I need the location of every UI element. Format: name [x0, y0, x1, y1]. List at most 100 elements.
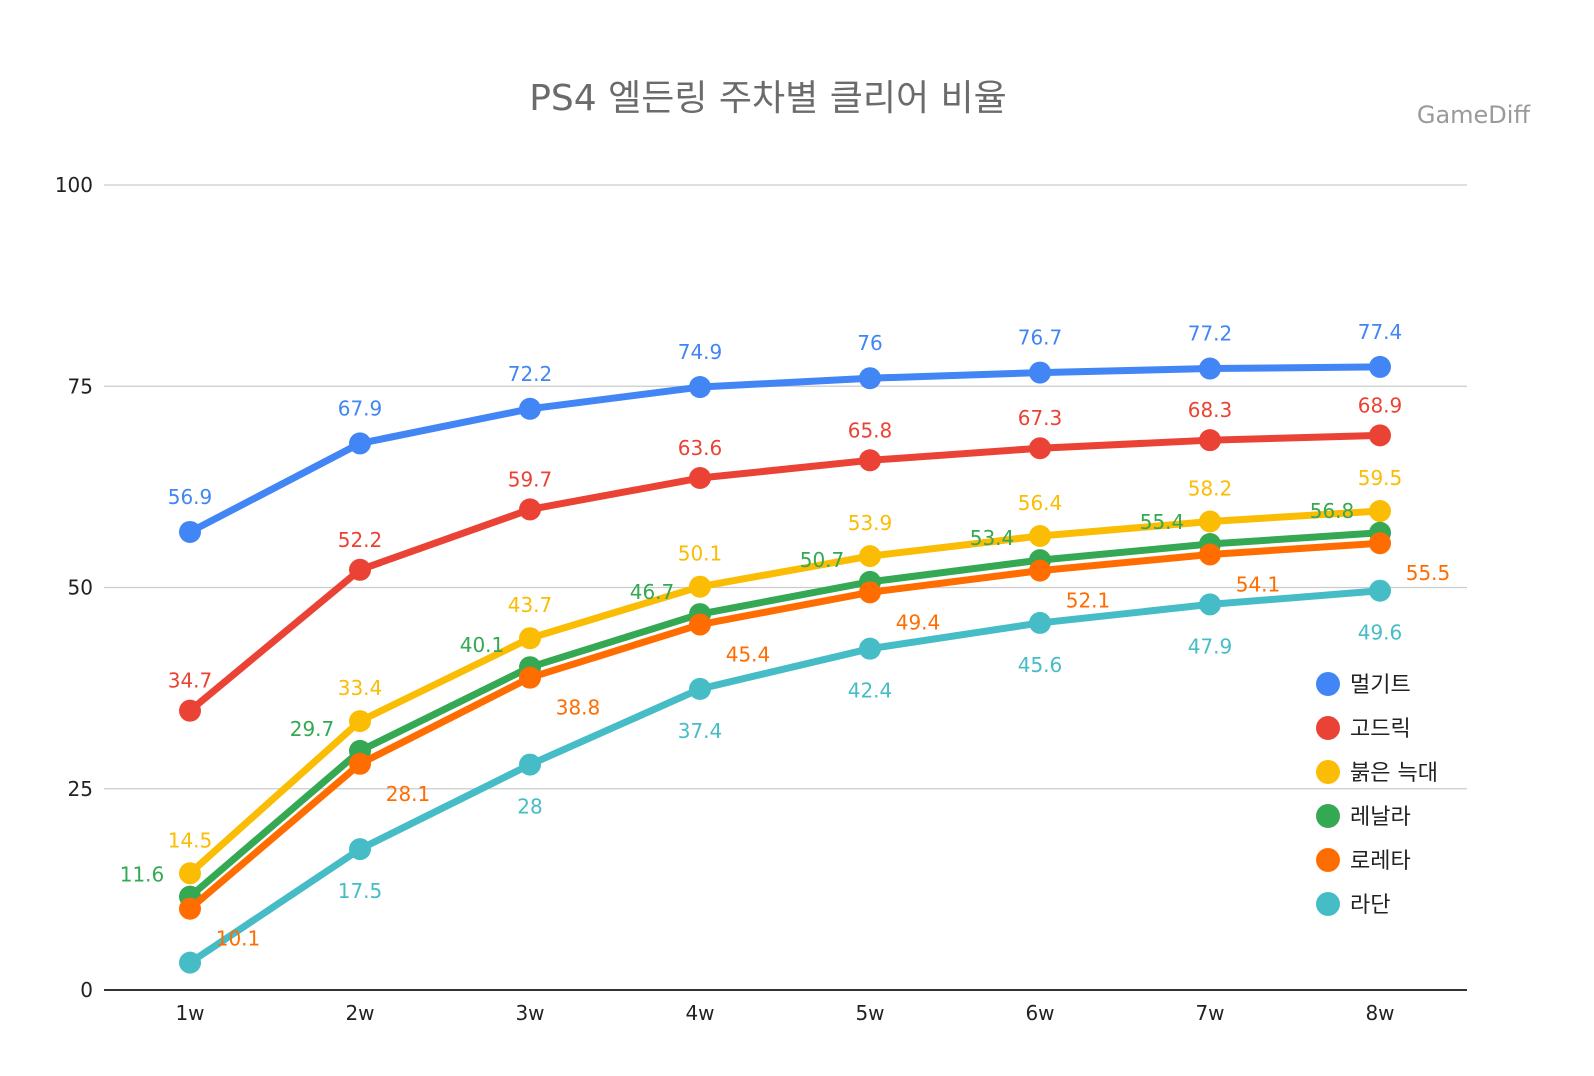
series-line: [186, 431, 1384, 715]
data-point: [689, 613, 711, 636]
data-point: [689, 677, 711, 700]
data-point: [179, 951, 201, 974]
data-label: 63.6: [678, 436, 723, 460]
data-label: 37.4: [678, 719, 723, 743]
data-point: [179, 897, 201, 920]
data-label: 58.2: [1188, 476, 1233, 500]
data-point: [859, 367, 881, 390]
legend-item: 붉은 늑대: [1316, 760, 1438, 786]
data-label: 50.1: [678, 542, 723, 566]
data-label: 11.6: [120, 863, 165, 887]
data-label: 77.4: [1358, 320, 1403, 344]
data-point: [1199, 429, 1221, 452]
x-tick-label: 3w: [515, 1001, 544, 1025]
watermark-text: GameDiff: [1417, 101, 1531, 129]
series-line: [186, 529, 1384, 901]
data-point: [1199, 357, 1221, 380]
data-point: [179, 520, 201, 543]
data-label: 65.8: [848, 418, 893, 442]
data-point: [1369, 424, 1391, 447]
data-point: [1369, 355, 1391, 378]
data-point: [1029, 361, 1051, 384]
series-2: [179, 424, 1391, 722]
chart-title: PS4 엘든링 주차별 클리어 비율: [529, 78, 1007, 119]
x-tick-label: 4w: [685, 1001, 714, 1025]
x-tick-label: 2w: [345, 1001, 374, 1025]
x-tick-label: 8w: [1365, 1001, 1394, 1025]
legend-label: 붉은 늑대: [1350, 761, 1438, 786]
data-label: 53.4: [970, 526, 1015, 550]
legend-swatch: [1316, 760, 1340, 784]
data-label: 56.4: [1018, 491, 1063, 515]
data-point: [1029, 437, 1051, 460]
data-point: [859, 637, 881, 660]
data-point: [859, 449, 881, 472]
data-label: 14.5: [168, 828, 213, 852]
x-tick-label: 1w: [175, 1001, 204, 1025]
data-point: [689, 575, 711, 598]
data-point: [859, 581, 881, 604]
data-label: 53.9: [848, 511, 893, 535]
data-label: 47.9: [1188, 634, 1233, 658]
data-label: 68.3: [1188, 398, 1233, 422]
x-tick-label: 5w: [855, 1001, 884, 1025]
data-label: 67.9: [338, 396, 383, 420]
data-point: [349, 558, 371, 581]
data-label: 49.4: [896, 610, 941, 634]
legend-item: 고드릭: [1316, 716, 1411, 742]
data-point: [1029, 611, 1051, 634]
data-point: [349, 432, 371, 455]
data-label: 77.2: [1188, 322, 1233, 346]
data-point: [1199, 543, 1221, 566]
data-label: 55.4: [1140, 510, 1185, 534]
data-label: 76.7: [1018, 326, 1063, 350]
data-point: [519, 498, 541, 521]
legend-swatch: [1316, 672, 1340, 696]
data-label: 43.7: [508, 593, 553, 617]
y-tick-label: 50: [68, 576, 93, 600]
axes: 0 25 50 75 100 1w 2w 3w 4w 5w 6w 7w 8w: [55, 173, 1467, 1025]
legend-label: 레날라: [1350, 805, 1411, 830]
data-label: 50.7: [800, 548, 845, 572]
data-label: 33.4: [338, 676, 383, 700]
data-label: 74.9: [678, 340, 723, 364]
y-tick-label: 100: [55, 173, 93, 197]
y-tick-label: 25: [68, 777, 93, 801]
legend-swatch: [1316, 716, 1340, 740]
legend-label: 로레타: [1350, 849, 1411, 874]
data-point: [859, 545, 881, 568]
data-label: 40.1: [460, 633, 505, 657]
data-label: 28.1: [386, 782, 431, 806]
data-point: [1029, 559, 1051, 582]
data-point: [1369, 579, 1391, 602]
series-3: [179, 500, 1391, 885]
data-label: 67.3: [1018, 406, 1063, 430]
x-tick-label: 6w: [1025, 1001, 1054, 1025]
series-group: [179, 355, 1391, 974]
data-label: 52.2: [338, 528, 383, 552]
data-point: [519, 666, 541, 689]
series-line: [186, 587, 1384, 967]
data-label: 46.7: [630, 580, 675, 604]
data-label: 38.8: [556, 696, 601, 720]
data-label: 68.9: [1358, 393, 1403, 417]
data-label: 52.1: [1066, 589, 1111, 613]
data-label: 54.1: [1236, 572, 1281, 596]
legend-item: 로레타: [1316, 848, 1411, 874]
data-point: [349, 710, 371, 733]
data-point: [349, 752, 371, 775]
data-label: 59.7: [508, 467, 553, 491]
data-point: [179, 699, 201, 722]
series-line: [186, 539, 1384, 913]
data-label: 49.6: [1358, 621, 1403, 645]
data-point: [519, 627, 541, 650]
legend-label: 멀기트: [1350, 673, 1411, 698]
legend-label: 고드릭: [1350, 717, 1411, 742]
legend-item: 레날라: [1316, 804, 1411, 830]
data-point: [519, 397, 541, 420]
x-tick-label: 7w: [1195, 1001, 1224, 1025]
data-label: 10.1: [216, 927, 261, 951]
data-label: 45.4: [726, 643, 771, 667]
data-label: 42.4: [848, 679, 893, 703]
